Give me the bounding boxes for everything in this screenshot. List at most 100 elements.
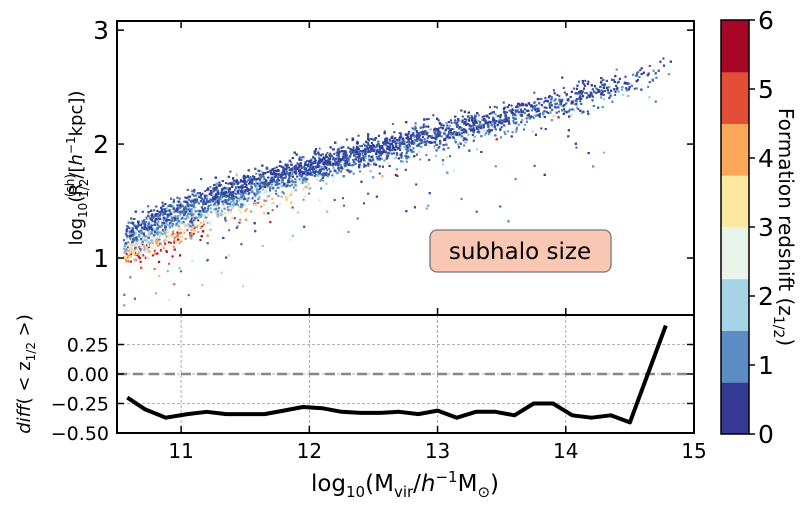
scatter-point bbox=[515, 130, 518, 133]
scatter-point bbox=[173, 215, 176, 218]
scatter-point bbox=[220, 212, 223, 215]
scatter-point bbox=[141, 232, 144, 235]
scatter-point bbox=[211, 200, 214, 203]
scatter-point bbox=[461, 135, 464, 138]
scatter-point bbox=[164, 208, 167, 211]
scatter-point bbox=[396, 142, 399, 145]
scatter-point bbox=[307, 192, 310, 195]
scatter-point bbox=[303, 195, 306, 198]
scatter-point bbox=[199, 238, 202, 241]
scatter-point bbox=[133, 226, 136, 229]
scatter-point bbox=[413, 142, 416, 145]
scatter-point bbox=[176, 231, 179, 234]
scatter-point bbox=[143, 250, 146, 253]
scatter-point bbox=[580, 102, 583, 105]
scatter-point bbox=[291, 206, 294, 209]
scatter-point bbox=[190, 211, 193, 214]
scatter-point bbox=[149, 231, 152, 234]
scatter-point bbox=[538, 98, 541, 101]
scatter-point bbox=[256, 190, 259, 193]
scatter-point bbox=[292, 192, 295, 195]
scatter-point bbox=[161, 233, 164, 236]
scatter-point bbox=[156, 237, 159, 240]
scatter-point bbox=[460, 126, 463, 129]
scatter-point bbox=[234, 187, 237, 190]
scatter-point bbox=[591, 94, 594, 97]
scatter-point bbox=[232, 202, 235, 205]
scatter-point bbox=[301, 182, 304, 185]
scatter-point bbox=[173, 238, 176, 241]
scatter-point bbox=[332, 166, 335, 169]
scatter-point bbox=[332, 179, 335, 182]
scatter-point bbox=[379, 154, 382, 157]
scatter-point bbox=[265, 185, 268, 188]
scatter-point bbox=[126, 225, 129, 228]
scatter-point bbox=[154, 229, 157, 232]
scatter-point bbox=[246, 208, 249, 211]
scatter-point bbox=[148, 234, 151, 237]
scatter-point bbox=[465, 121, 468, 124]
scatter-point bbox=[600, 89, 603, 92]
scatter-point bbox=[221, 195, 224, 198]
scatter-point bbox=[440, 135, 443, 138]
scatter-point bbox=[263, 203, 266, 206]
scatter-point bbox=[178, 222, 181, 225]
scatter-point bbox=[325, 169, 328, 172]
scatter-point bbox=[151, 215, 154, 218]
scatter-point bbox=[192, 232, 195, 235]
scatter-point bbox=[577, 80, 580, 83]
scatter-point bbox=[184, 237, 187, 240]
scatter-point bbox=[125, 249, 128, 252]
scatter-point bbox=[131, 235, 134, 238]
scatter-point bbox=[276, 186, 279, 189]
scatter-point bbox=[146, 223, 149, 226]
scatter-point bbox=[535, 107, 538, 110]
scatter-point bbox=[417, 151, 420, 154]
scatter-point bbox=[153, 267, 156, 270]
scatter-point bbox=[138, 239, 141, 242]
scatter-point bbox=[256, 192, 259, 195]
scatter-point bbox=[558, 103, 561, 106]
scatter-point bbox=[212, 186, 215, 189]
scatter-point bbox=[431, 135, 434, 138]
scatter-point bbox=[226, 206, 229, 209]
scatter-point bbox=[326, 210, 329, 213]
scatter-point bbox=[179, 232, 182, 235]
scatter-point bbox=[215, 207, 218, 210]
scatter-point bbox=[600, 96, 603, 99]
scatter-point bbox=[517, 106, 520, 109]
scatter-point bbox=[372, 158, 375, 161]
scatter-point bbox=[135, 247, 138, 250]
scatter-point bbox=[302, 179, 305, 182]
scatter-point bbox=[233, 192, 236, 195]
scatter-point bbox=[252, 204, 255, 207]
scatter-point bbox=[238, 209, 241, 212]
scatter-point bbox=[463, 122, 466, 125]
scatter-point bbox=[154, 238, 157, 241]
scatter-point bbox=[139, 260, 142, 263]
scatter-point bbox=[499, 136, 502, 139]
scatter-point bbox=[129, 252, 132, 255]
scatter-point bbox=[626, 95, 629, 98]
scatter-point bbox=[203, 215, 206, 218]
scatter-point bbox=[168, 226, 171, 229]
scatter-point bbox=[339, 160, 342, 163]
scatter-point bbox=[213, 199, 216, 202]
scatter-point bbox=[612, 79, 615, 82]
scatter-point bbox=[143, 244, 146, 247]
scatter-point bbox=[181, 205, 184, 208]
scatter-point bbox=[289, 202, 292, 205]
scatter-point bbox=[312, 171, 315, 174]
scatter-point bbox=[352, 158, 355, 161]
scatter-point bbox=[137, 226, 140, 229]
scatter-point bbox=[277, 194, 280, 197]
scatter-point bbox=[575, 106, 578, 109]
scatter-point bbox=[458, 119, 461, 122]
scatter-point bbox=[140, 266, 143, 269]
scatter-point bbox=[282, 184, 285, 187]
scatter-point bbox=[170, 218, 173, 221]
scatter-point bbox=[492, 116, 495, 119]
scatter-point bbox=[542, 101, 545, 104]
scatter-point bbox=[220, 213, 223, 216]
scatter-point bbox=[493, 123, 496, 126]
